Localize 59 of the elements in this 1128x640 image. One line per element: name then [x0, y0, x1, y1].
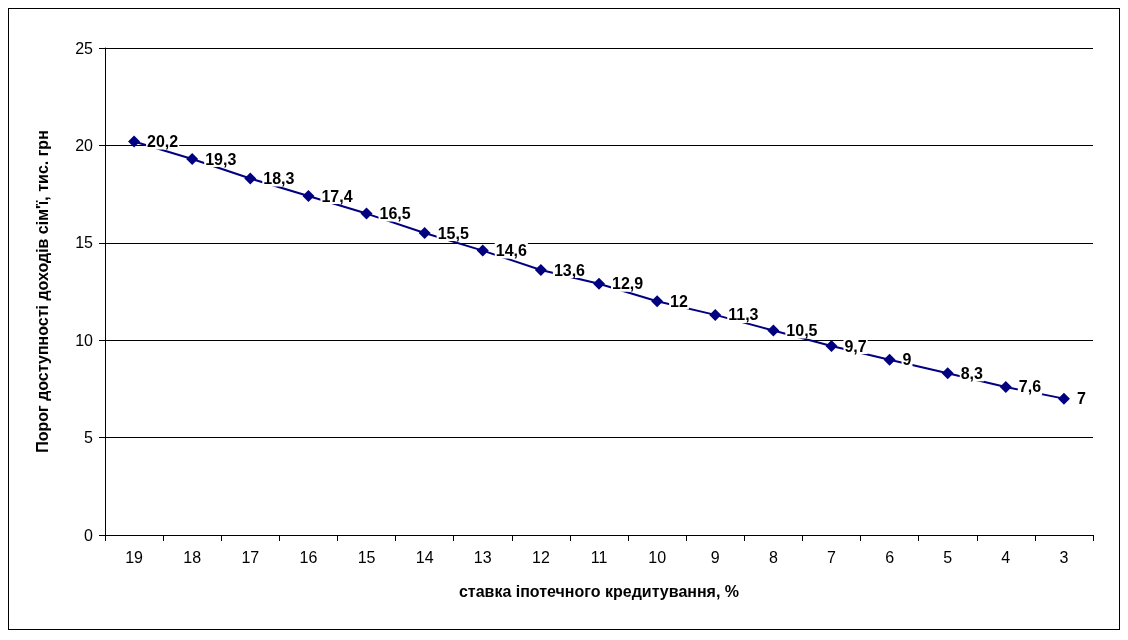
point [418, 227, 431, 240]
data-label: 9,7 [844, 337, 867, 355]
x-tick-label: 18 [183, 548, 202, 566]
point [941, 367, 954, 380]
data-label: 9 [902, 351, 912, 369]
x-tick-label: 12 [531, 548, 550, 566]
y-axis-title: Порог доступності доходів сім'ї, тис. грн [33, 130, 51, 453]
data-label: 8,3 [960, 364, 984, 382]
x-tick-label: 6 [885, 548, 895, 566]
data-label: 15,5 [437, 224, 469, 242]
point [883, 353, 896, 366]
y-tick-label: 0 [84, 526, 94, 544]
y-tick-label: 15 [75, 234, 94, 252]
x-tick-label: 10 [648, 548, 667, 566]
x-tick-label: 15 [357, 548, 376, 566]
x-tick-label: 17 [241, 548, 260, 566]
x-tick-label: 19 [125, 548, 144, 566]
data-label: 7,6 [1018, 378, 1042, 396]
data-label: 20,2 [147, 133, 179, 150]
point [360, 207, 373, 220]
point [302, 190, 315, 203]
point [1057, 392, 1070, 405]
data-label: 14,6 [495, 242, 528, 260]
data-label: 13,6 [553, 261, 586, 279]
x-tick-label: 9 [710, 548, 720, 566]
x-tick-label: 3 [1059, 548, 1069, 566]
y-tick-label: 5 [84, 429, 94, 447]
data-label: 16,5 [379, 205, 411, 223]
point [476, 244, 489, 257]
data-label: 12 [670, 292, 689, 310]
x-axis-title: ставка іпотечного кредитування, % [458, 582, 740, 600]
point [186, 153, 199, 166]
x-tick-label: 7 [827, 548, 837, 566]
x-tick-label: 4 [1001, 548, 1011, 566]
x-tick-label: 13 [473, 548, 492, 566]
point [128, 135, 141, 148]
y-tick-label: 25 [75, 39, 94, 57]
point [825, 340, 838, 353]
data-label: 19,3 [205, 150, 237, 168]
point [534, 264, 547, 277]
y-tick-label: 10 [75, 331, 94, 349]
x-tick-label: 16 [299, 548, 318, 566]
data-label: 7 [1076, 390, 1086, 408]
data-label: 17,4 [321, 187, 353, 205]
data-label: 12,9 [612, 275, 644, 293]
point [651, 295, 664, 308]
data-label: 10,5 [786, 321, 818, 339]
x-tick-label: 5 [943, 548, 953, 566]
y-tick-label: 20 [75, 136, 94, 154]
data-label: 11,3 [728, 306, 759, 324]
point [767, 324, 780, 337]
point [593, 277, 605, 290]
point [999, 380, 1012, 393]
x-tick-label: 8 [768, 548, 778, 566]
x-tick-label: 14 [415, 548, 434, 566]
point [709, 308, 722, 321]
x-tick-label: 11 [590, 548, 608, 566]
point [244, 172, 257, 185]
data-label: 18,3 [263, 170, 295, 188]
